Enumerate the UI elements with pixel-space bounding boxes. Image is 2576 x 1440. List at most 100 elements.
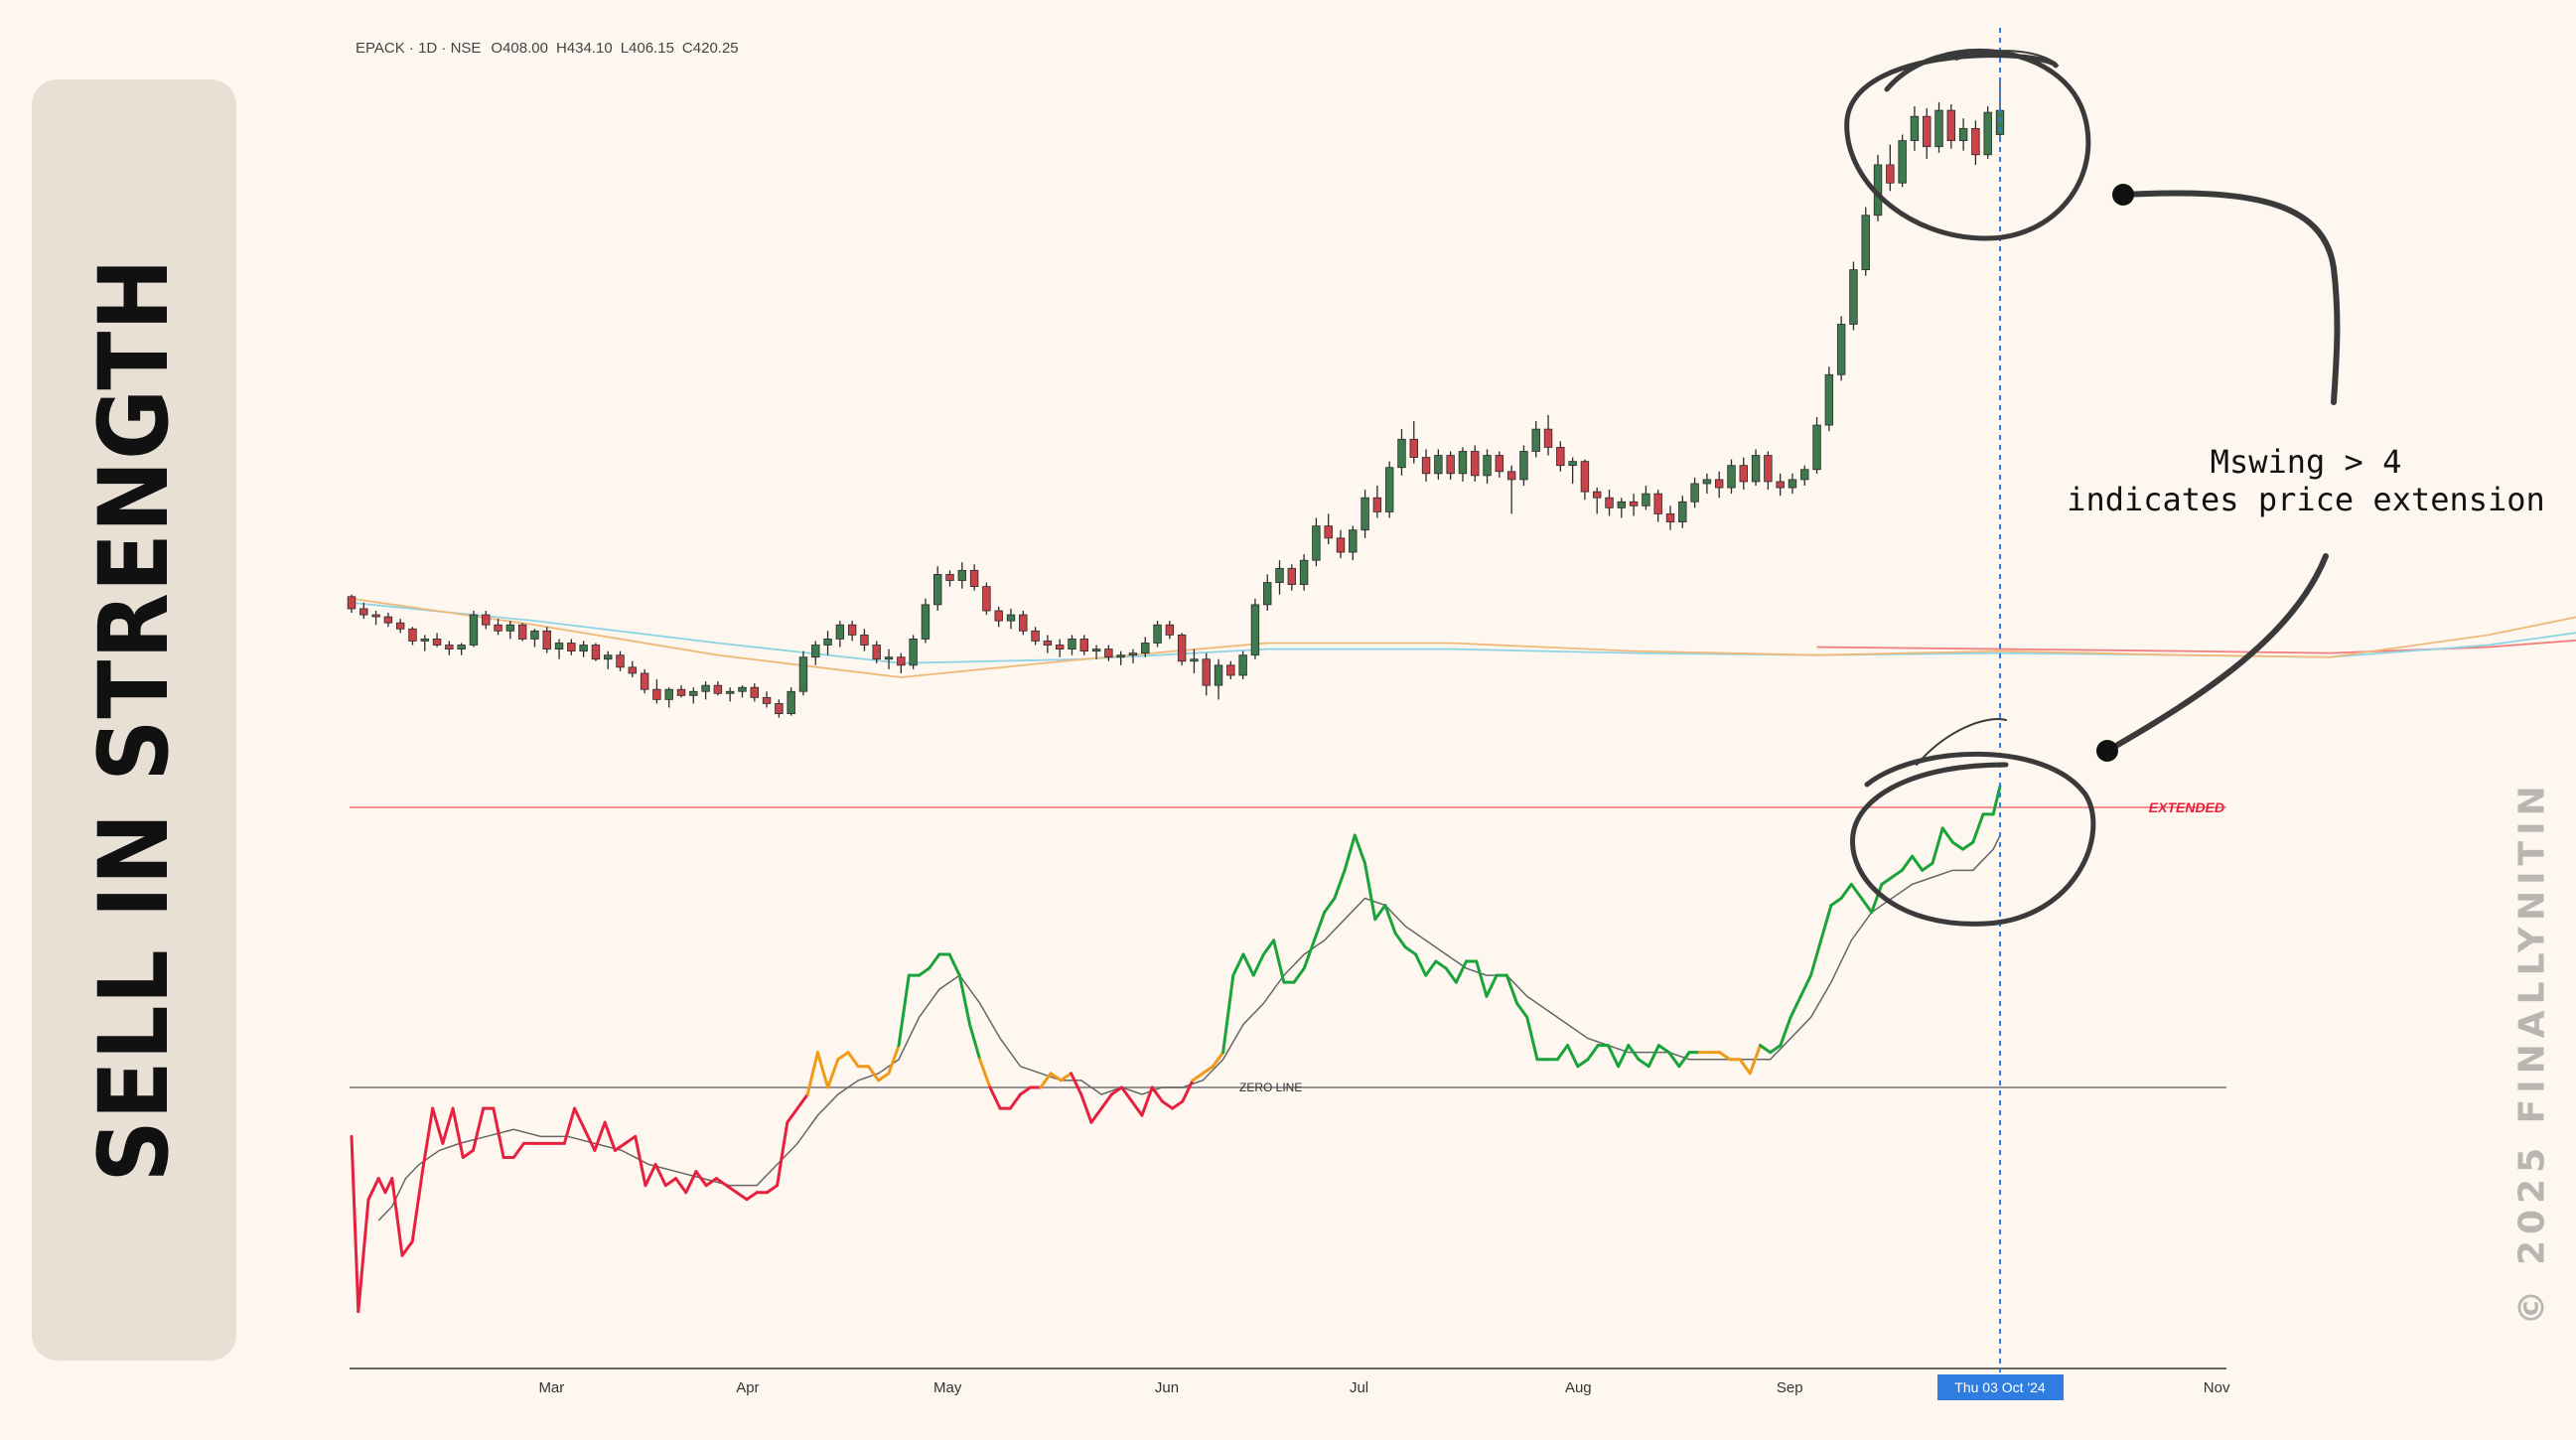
oscillator-segment — [400, 1239, 414, 1257]
oscillator-segment — [1414, 952, 1428, 977]
candle-body — [1165, 624, 1175, 636]
oscillator-pane: EXTENDED ZERO LINE — [350, 785, 2226, 1314]
ema-mid-line — [351, 601, 2576, 664]
low-value: L406.15 — [621, 40, 674, 57]
candle — [628, 660, 638, 678]
oscillator-segment — [1251, 952, 1265, 977]
candle-body — [1593, 491, 1602, 499]
oscillator-segment — [1150, 1085, 1164, 1103]
oscillator-segment — [1292, 966, 1306, 984]
oscillator-segment — [1525, 1015, 1539, 1062]
candle — [1128, 648, 1138, 663]
oscillator-segment — [492, 1106, 505, 1159]
oscillator-segment — [1789, 994, 1802, 1019]
candle-body — [1019, 614, 1028, 632]
candle-body — [775, 703, 784, 715]
x-tick-label: Nov — [2204, 1379, 2230, 1396]
candle — [1556, 441, 1565, 472]
candle — [604, 650, 613, 669]
candle-body — [1971, 127, 1980, 156]
oscillator-segment — [846, 1051, 860, 1069]
oscillator-segment — [1515, 1001, 1529, 1019]
oscillator-segment — [1079, 1092, 1093, 1124]
oscillator-segment — [583, 1127, 597, 1152]
price-circle-tail — [1955, 50, 2059, 67]
ema-slow-line — [1816, 639, 2576, 654]
oscillator-segment — [735, 1191, 749, 1202]
oscillator-segment — [1403, 945, 1418, 956]
candle — [1019, 610, 1028, 636]
candle — [482, 610, 491, 630]
oscillator-segment — [1779, 1015, 1792, 1048]
candle — [1812, 416, 1821, 474]
candle — [1336, 529, 1346, 559]
osc-circle — [1850, 751, 2096, 927]
candle — [1238, 650, 1247, 680]
candle-body — [982, 586, 991, 612]
oscillator-segment — [897, 973, 911, 1048]
candle-body — [1031, 630, 1040, 642]
oscillator-segment — [765, 1184, 780, 1195]
oscillator-segment — [1809, 938, 1823, 977]
oscillator-segment — [1008, 1092, 1023, 1110]
oscillator-segment — [1241, 952, 1255, 977]
candle — [347, 594, 357, 614]
candle — [847, 621, 857, 642]
x-tick-label: Sep — [1777, 1379, 1803, 1396]
oscillator-segment — [1130, 1099, 1144, 1117]
candle — [1506, 465, 1516, 514]
candle — [1776, 473, 1785, 497]
oscillator-segment — [634, 1134, 647, 1188]
candle — [921, 598, 930, 644]
candle-body — [1923, 115, 1932, 148]
oscillator-segment — [1353, 833, 1366, 865]
candle — [1642, 486, 1650, 510]
oscillator-segment — [877, 1072, 891, 1082]
candle — [945, 570, 954, 587]
x-tick-label: Apr — [736, 1379, 759, 1396]
oscillator-segment — [511, 1141, 525, 1159]
oscillator-segment — [988, 1085, 1002, 1110]
oscillator-segment — [866, 1065, 881, 1082]
candle — [994, 606, 1003, 628]
candle-body — [505, 624, 515, 632]
oscillator-segment — [674, 1177, 688, 1195]
candle-body — [1812, 424, 1821, 471]
candle — [1702, 473, 1712, 495]
oscillator-segment — [1646, 1044, 1660, 1069]
candle-body — [1678, 501, 1687, 522]
candle — [982, 582, 991, 616]
x-tick-label: Jul — [1350, 1379, 1368, 1396]
oscillator-segment — [573, 1106, 587, 1131]
candle-body — [1091, 648, 1101, 652]
candle — [897, 652, 906, 673]
candle — [1593, 488, 1602, 514]
oscillator-segment — [1475, 959, 1489, 998]
candle — [1495, 451, 1504, 478]
oscillator-segment — [1444, 966, 1458, 984]
candle-body — [1471, 451, 1480, 477]
candle-body — [1751, 455, 1761, 483]
oscillator-segment — [1880, 875, 1894, 886]
oscillator-segment — [978, 1058, 992, 1089]
candle — [1312, 517, 1321, 567]
oscillator-segment — [968, 1022, 982, 1062]
candle — [811, 641, 820, 665]
candle-body — [1898, 140, 1907, 184]
candle — [1946, 104, 1956, 149]
candle-body — [408, 628, 417, 642]
oscillator-segment — [1019, 1085, 1033, 1096]
candle-body — [1458, 451, 1468, 475]
candle — [530, 629, 539, 648]
candle-body — [1934, 109, 1943, 148]
candle-body — [1384, 467, 1394, 512]
osc-circle-tail — [1916, 718, 2007, 766]
candle — [1409, 421, 1418, 464]
candle — [957, 562, 967, 589]
open-value: O408.00 — [491, 40, 548, 57]
oscillator-segment — [725, 1184, 739, 1195]
oscillator-segment — [366, 1177, 380, 1202]
candle — [1958, 118, 1968, 151]
candle — [494, 619, 502, 636]
